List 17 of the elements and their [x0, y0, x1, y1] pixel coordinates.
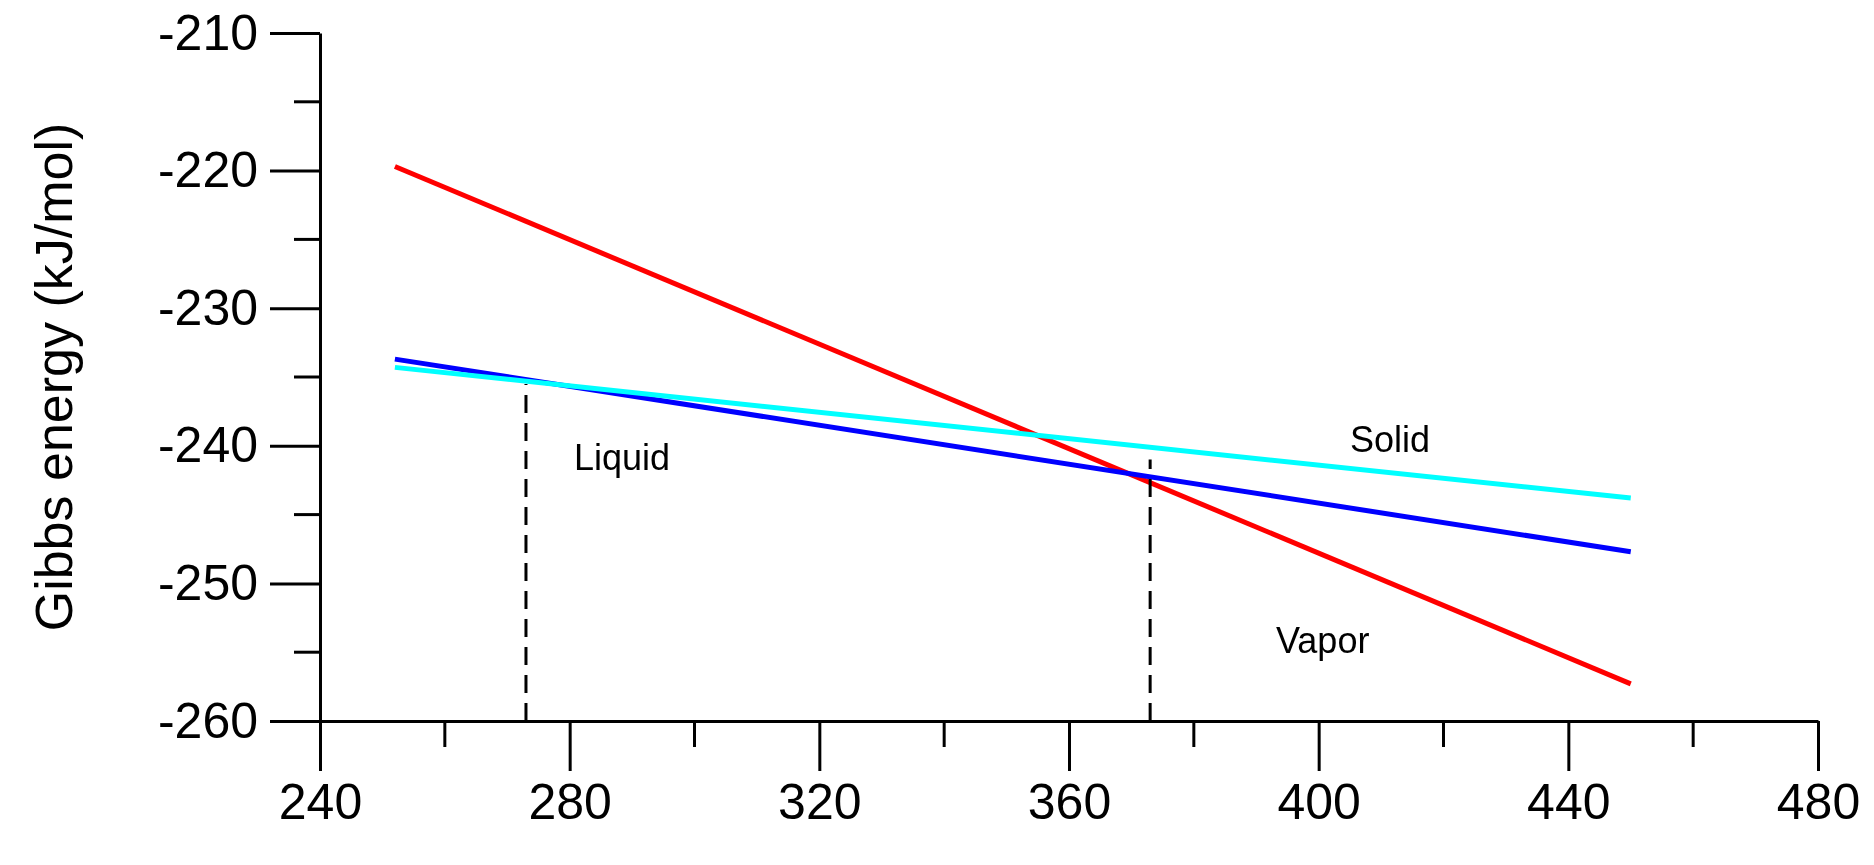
- y-tick-label: -260: [157, 692, 258, 749]
- x-tick-label: 240: [278, 773, 363, 830]
- x-tick-label: 480: [1776, 773, 1861, 830]
- y-tick-label: -230: [157, 279, 258, 336]
- y-axis-title: Gibbs energy (kJ/mol): [25, 122, 83, 632]
- y-tick-label: -210: [157, 4, 258, 61]
- x-tick-label: 440: [1527, 773, 1611, 830]
- x-tick-label: 360: [1027, 773, 1112, 830]
- annotation: Solid: [1350, 418, 1431, 460]
- y-tick-label: -220: [157, 142, 258, 199]
- x-tick-label: 320: [778, 773, 862, 830]
- x-tick-label: 400: [1277, 773, 1361, 830]
- y-tick-label: -240: [157, 417, 258, 474]
- annotation: Vapor: [1276, 619, 1370, 661]
- y-tick-label: -250: [157, 554, 258, 611]
- x-tick-label: 280: [528, 773, 612, 830]
- annotation: Liquid: [574, 436, 671, 478]
